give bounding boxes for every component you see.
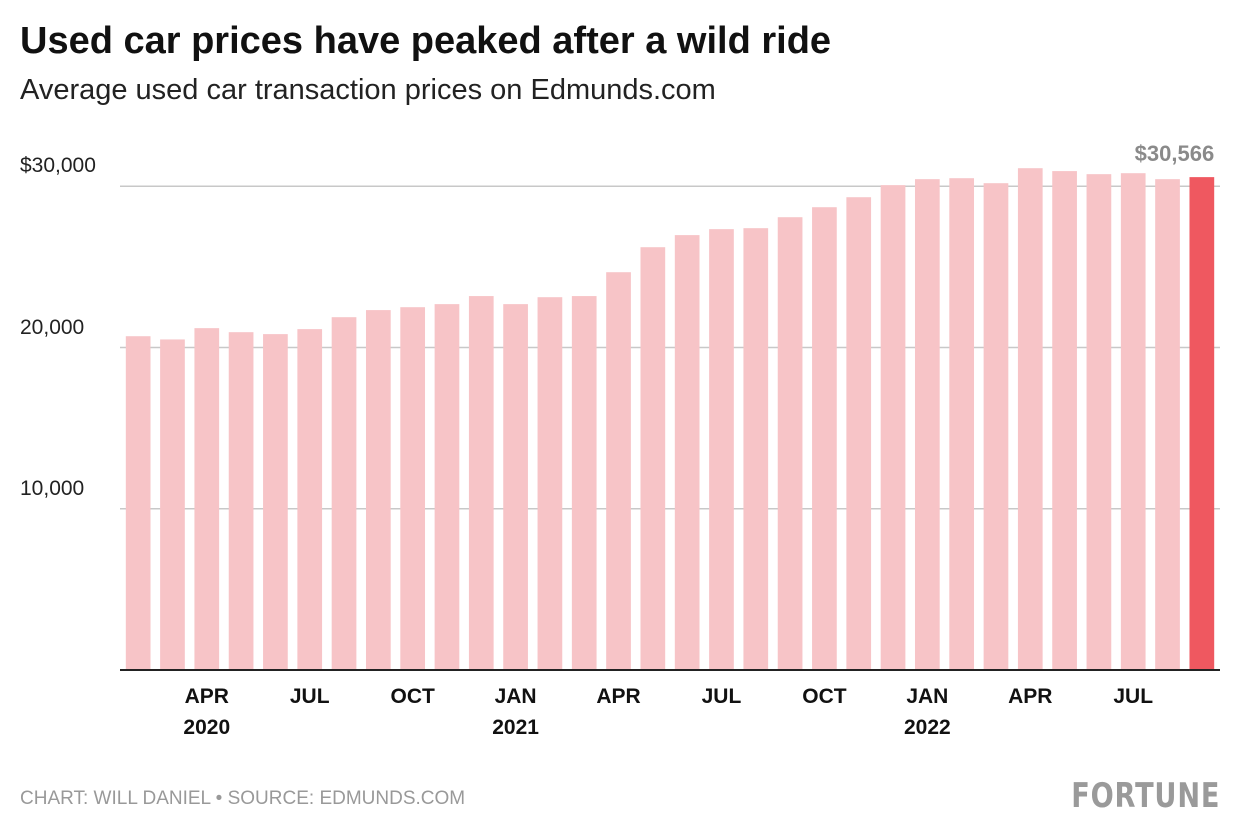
bar bbox=[1189, 177, 1215, 671]
bar bbox=[365, 310, 391, 670]
x-tick-label: APR bbox=[1008, 685, 1053, 708]
x-tick-label: JUL bbox=[289, 685, 330, 708]
bar bbox=[640, 247, 666, 670]
x-tick-label: JAN 2022 bbox=[903, 685, 951, 739]
chart-subtitle: Average used car transaction prices on E… bbox=[20, 74, 716, 106]
x-tick-label: OCT bbox=[390, 685, 435, 708]
bar bbox=[503, 304, 528, 670]
bar bbox=[1052, 171, 1077, 670]
chart-title: Used car prices have peaked after a wild… bbox=[20, 20, 832, 62]
bar bbox=[571, 296, 597, 670]
bar bbox=[812, 207, 837, 670]
bar bbox=[914, 179, 940, 670]
bar bbox=[709, 229, 734, 670]
bar bbox=[983, 183, 1009, 670]
bar bbox=[1086, 174, 1112, 670]
bar bbox=[674, 235, 700, 670]
bar bbox=[125, 336, 151, 670]
bar bbox=[846, 197, 872, 670]
bar bbox=[743, 228, 769, 671]
x-tick-label: JUL bbox=[1113, 685, 1154, 708]
bar bbox=[160, 339, 185, 670]
bar bbox=[880, 185, 906, 670]
bar bbox=[228, 332, 254, 670]
bar bbox=[263, 334, 288, 670]
value-label: $30,566 bbox=[1134, 141, 1215, 167]
x-tick-label: APR 2020 bbox=[183, 685, 231, 739]
logo: FORTUNE bbox=[1070, 776, 1220, 816]
bar bbox=[949, 178, 975, 670]
bar bbox=[537, 297, 563, 670]
x-tick-label: JAN 2021 bbox=[492, 685, 539, 739]
source-note: CHART: WILL DANIEL • SOURCE: EDMUNDS.COM bbox=[20, 788, 466, 809]
bar bbox=[331, 317, 357, 670]
x-tick-label: OCT bbox=[802, 685, 847, 708]
bar bbox=[194, 328, 220, 670]
bar bbox=[777, 217, 803, 670]
x-tick-label: JUL bbox=[701, 685, 742, 708]
y-tick-label: 10,000 bbox=[20, 476, 85, 500]
bar bbox=[434, 304, 460, 670]
bar bbox=[400, 307, 426, 670]
bar bbox=[468, 296, 494, 670]
y-tick-label: 20,000 bbox=[20, 315, 85, 339]
bar bbox=[297, 329, 323, 670]
bar bbox=[1155, 179, 1180, 670]
bar bbox=[1120, 173, 1146, 670]
y-tick-label: $30,000 bbox=[20, 154, 96, 178]
bar bbox=[1017, 168, 1043, 670]
bar bbox=[606, 272, 631, 670]
x-tick-label: APR bbox=[596, 685, 641, 708]
